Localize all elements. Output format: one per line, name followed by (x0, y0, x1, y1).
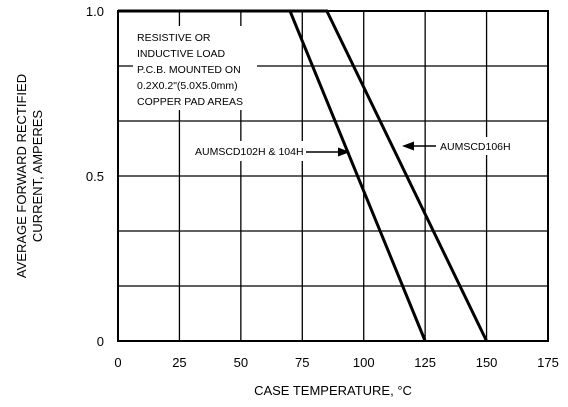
y-axis-title-line-1: AVERAGE FORWARD RECTIFIED (14, 74, 29, 278)
series-label-2: AUMSCD106H (440, 141, 511, 153)
series-label-2-background (437, 137, 519, 155)
annotation-line-1: RESISTIVE OR (137, 32, 211, 44)
x-tick-label: 25 (172, 355, 186, 370)
x-tick-label: 0 (114, 355, 121, 370)
x-tick-label: 50 (234, 355, 248, 370)
x-tick-label: 100 (353, 355, 375, 370)
grid-lines (117, 10, 549, 342)
annotation-line-2: INDUCTIVE LOAD (137, 48, 226, 60)
y-tick-labels: 0 0.5 1.0 (86, 4, 104, 349)
annotation-line-5: COPPER PAD AREAS (137, 96, 243, 108)
y-tick-label: 1.0 (86, 4, 104, 19)
plot-frame (117, 10, 549, 342)
y-tick-label: 0 (97, 334, 104, 349)
series-label-1-background (191, 141, 305, 161)
x-tick-labels: 0 25 50 75 100 125 150 175 (114, 355, 558, 370)
y-axis-title-line-2: CURRENT, AMPERES (30, 110, 45, 243)
series-label-2-arrowhead (402, 141, 414, 151)
y-tick-label: 0.5 (86, 169, 104, 184)
annotation-line-4: 0.2X0.2"(5.0X5.0mm) (137, 80, 238, 92)
y-axis-title: AVERAGE FORWARD RECTIFIED CURRENT, AMPER… (14, 74, 45, 278)
series-label-1: AUMSCD102H & 104H (195, 146, 304, 158)
x-tick-label: 150 (476, 355, 498, 370)
series-label-1-arrowhead (338, 147, 350, 157)
annotation-background (133, 26, 257, 110)
annotation-line-3: P.C.B. MOUNTED ON (137, 64, 241, 76)
x-tick-label: 75 (295, 355, 309, 370)
x-axis-title: CASE TEMPERATURE, °C (254, 383, 412, 398)
x-tick-label: 175 (537, 355, 559, 370)
x-tick-label: 125 (414, 355, 436, 370)
